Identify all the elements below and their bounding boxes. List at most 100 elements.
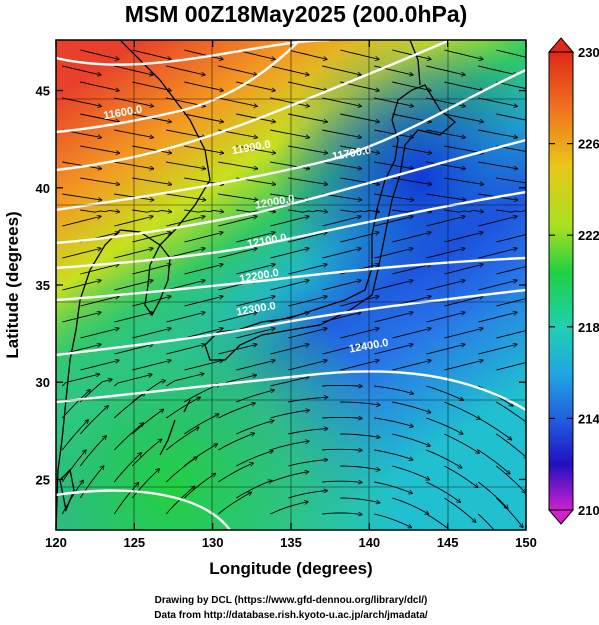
x-tick-label: 130 — [202, 535, 224, 550]
wind-streamline — [132, 296, 171, 307]
wind-streamline — [322, 449, 362, 450]
wind-streamline — [270, 248, 309, 259]
colorbar-tick-label: 210 — [578, 503, 599, 518]
wind-streamline — [374, 449, 413, 460]
wind-streamline — [270, 377, 309, 387]
wind-streamline — [496, 266, 526, 275]
gridlines — [56, 40, 526, 530]
wind-streamline — [166, 374, 204, 387]
wind-streamline — [392, 145, 431, 153]
wind-streamline — [288, 81, 327, 91]
wind-streamline — [340, 210, 379, 212]
wind-streamline — [444, 210, 483, 212]
wind-streamline — [132, 360, 171, 371]
wind-streamline — [322, 216, 361, 227]
wind-streamline — [478, 449, 510, 474]
wind-streamline — [270, 216, 309, 227]
wind-streamline — [478, 280, 517, 291]
wind-streamline — [113, 393, 145, 419]
wind-streamline — [392, 81, 431, 91]
wind-streamline — [184, 232, 223, 243]
wind-streamline — [166, 161, 205, 169]
wind-streamline — [340, 465, 380, 470]
wind-streamline — [322, 481, 362, 482]
wind-streamline — [426, 449, 462, 468]
wind-streamline — [62, 161, 101, 169]
wind-streamline — [426, 248, 465, 259]
wind-streamline — [218, 97, 257, 106]
wind-streamline — [218, 463, 253, 483]
contour-12100 — [56, 190, 526, 270]
wind-streamline — [478, 312, 517, 323]
wind-streamline — [288, 113, 327, 122]
wind-streamline — [444, 49, 483, 59]
wind-streamline — [340, 328, 379, 339]
wind-streamline — [288, 145, 327, 153]
wind-streamline — [165, 457, 197, 483]
wind-streamline — [322, 513, 362, 515]
contour-11700 — [56, 68, 526, 212]
wind-streamline — [374, 312, 413, 323]
wind-streamline — [62, 248, 101, 259]
y-tick-label: 45 — [36, 84, 50, 99]
wind-streamline — [392, 360, 431, 371]
wind-streamline — [340, 296, 379, 307]
wind-streamline — [236, 232, 275, 243]
wind-streamline — [426, 513, 451, 530]
wind-streamline — [132, 177, 171, 185]
contour-12400 — [56, 370, 526, 412]
wind-streamline — [270, 129, 309, 138]
colorbar: 230 226 222 218 214 210 — [547, 37, 599, 525]
contour-12400b — [56, 489, 231, 530]
wind-streamline — [184, 384, 220, 403]
wind-streamline — [270, 441, 309, 451]
wind-streamline — [496, 113, 526, 121]
wind-streamline — [322, 161, 361, 169]
wind-streamline — [80, 264, 119, 275]
x-axis-ticks: 120 125 130 135 140 145 150 — [45, 40, 537, 550]
wind-streamline — [496, 209, 526, 213]
wind-streamline — [184, 328, 223, 339]
wind-streamline — [496, 465, 526, 493]
wind-streamline — [496, 234, 526, 243]
wind-streamline — [62, 216, 101, 227]
wind-streamline — [113, 453, 141, 483]
colorbar-tick-label: 226 — [578, 137, 599, 152]
wind-streamline — [340, 177, 379, 185]
wind-streamline — [426, 97, 465, 106]
wind-streamline — [374, 513, 411, 528]
wind-streamline — [218, 65, 257, 75]
wind-streamline — [426, 129, 465, 138]
wind-streamline — [444, 401, 480, 419]
wind-streamline — [392, 401, 431, 413]
wind-streamline — [444, 497, 476, 522]
wind-streamline — [113, 482, 138, 515]
wind-streamline — [132, 210, 171, 212]
wind-streamline — [236, 81, 275, 91]
wind-streamline — [288, 429, 328, 435]
credit-data-source: Data from http://database.rish.kyoto-u.a… — [154, 610, 428, 621]
wind-streamline — [288, 210, 327, 212]
wind-streamline — [131, 439, 162, 467]
wind-streamline — [270, 344, 309, 355]
colorbar-tick-label: 222 — [578, 228, 599, 243]
wind-streamline — [270, 161, 309, 169]
wind-streamline — [184, 113, 223, 122]
wind-streamline — [62, 97, 101, 106]
wind-streamline — [236, 264, 275, 275]
wind-streamline — [478, 216, 517, 227]
wind-streamline — [80, 113, 119, 122]
wind-streamline — [288, 177, 327, 185]
wind-streamline — [392, 465, 429, 480]
wind-streamline — [322, 344, 361, 355]
wind-streamline — [218, 344, 257, 355]
wind-streamline — [61, 420, 88, 451]
wind-streamline — [236, 113, 275, 122]
wind-streamline — [236, 145, 275, 153]
wind-streamline — [478, 417, 511, 440]
x-tick-label: 135 — [280, 535, 302, 550]
y-axis-ticks: 25 30 35 40 45 — [36, 84, 526, 487]
wind-streamline — [80, 328, 119, 339]
wind-streamline — [392, 264, 431, 275]
wind-streamline — [79, 379, 112, 403]
